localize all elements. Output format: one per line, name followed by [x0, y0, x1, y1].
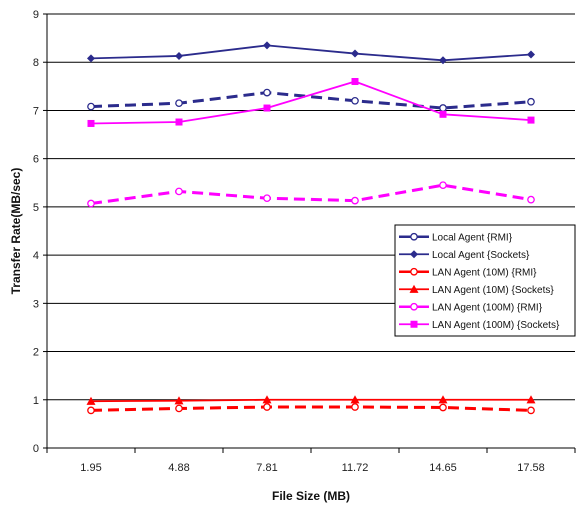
legend-entry: LAN Agent (100M) {RMI} [399, 302, 543, 313]
data-point [527, 195, 535, 204]
y-tick-label: 4 [33, 250, 39, 262]
series-5 [87, 78, 535, 127]
legend-label: LAN Agent (10M) {Sockets} [432, 285, 554, 296]
data-point [87, 119, 95, 127]
x-tick-label: 17.58 [517, 462, 545, 474]
data-point [527, 50, 535, 59]
y-axis-title: Transfer Rate(MB/sec) [9, 168, 23, 295]
y-tick-label: 7 [33, 105, 39, 117]
legend-entry: LAN Agent (10M) {Sockets} [399, 284, 554, 296]
legend-swatch-marker [410, 267, 418, 276]
legend-swatch-marker [410, 232, 418, 241]
legend-swatch-marker [409, 284, 419, 293]
legend-label: LAN Agent (10M) {RMI} [432, 267, 537, 278]
series-3 [86, 395, 536, 405]
data-point [87, 199, 95, 208]
data-point [174, 396, 184, 405]
data-point [351, 96, 359, 105]
data-point [263, 41, 271, 50]
y-tick-label: 8 [33, 57, 39, 69]
legend-label: LAN Agent (100M) {Sockets} [432, 320, 560, 331]
data-point [175, 51, 183, 60]
data-point [175, 404, 183, 413]
data-point [439, 403, 447, 412]
series-line [90, 405, 532, 412]
legend-swatch-marker [410, 320, 418, 328]
legend-label: Local Agent {RMI} [432, 232, 513, 243]
axes: 0 1 2 3 4 5 6 7 8 9 1.95 4.88 7.81 11.72 14.65 17.58 [33, 9, 576, 474]
x-tick-label: 14.65 [429, 462, 457, 474]
series-line [90, 80, 532, 125]
data-point [263, 104, 271, 112]
series-line [90, 44, 532, 62]
data-point [87, 54, 95, 63]
x-axis-title: File Size (MB) [272, 489, 350, 503]
x-tick-label: 7.81 [256, 462, 277, 474]
legend-swatch-marker [410, 250, 418, 259]
y-tick-label: 1 [33, 395, 39, 407]
data-point [439, 56, 447, 65]
data-point [263, 88, 271, 97]
legend-label: LAN Agent (100M) {RMI} [432, 302, 543, 313]
legend-label: Local Agent {Sockets} [432, 250, 530, 261]
series-2 [87, 403, 535, 415]
data-point [86, 396, 96, 405]
data-point [262, 395, 272, 404]
data-point [439, 181, 447, 190]
legend: Local Agent {RMI} Local Agent {Sockets} LA… [394, 224, 576, 337]
legend-swatch-marker [410, 302, 418, 311]
legend-entry: Local Agent {Sockets} [399, 250, 530, 261]
data-point [175, 99, 183, 108]
data-point [527, 97, 535, 106]
data-point [87, 406, 95, 415]
data-point [87, 102, 95, 111]
y-tick-label: 6 [33, 154, 39, 166]
data-point [175, 118, 183, 126]
legend-entry: Local Agent {RMI} [399, 232, 513, 243]
y-tick-label: 9 [33, 9, 39, 21]
grid [47, 13, 575, 401]
series-line [90, 398, 531, 403]
data-point [438, 395, 448, 404]
legend-entry: LAN Agent (100M) {Sockets} [399, 320, 560, 331]
series-4 [87, 181, 535, 208]
data-point [526, 395, 536, 404]
data-point [350, 395, 360, 404]
series-line [90, 91, 532, 110]
data-point [263, 403, 271, 411]
series [86, 41, 536, 415]
series-0 [87, 88, 535, 112]
x-tick-label: 4.88 [168, 462, 189, 474]
data-point [439, 104, 447, 112]
data-point [263, 194, 271, 203]
x-tick-label: 1.95 [80, 462, 101, 474]
data-point [527, 406, 535, 415]
data-point [351, 49, 359, 58]
y-tick-label: 5 [33, 202, 39, 214]
x-tick-label: 11.72 [342, 462, 369, 474]
data-point [439, 110, 447, 118]
legend-box [394, 224, 576, 337]
y-tick-label: 3 [33, 298, 39, 310]
y-tick-label: 2 [33, 347, 39, 359]
series-line [90, 183, 532, 205]
y-tick-label: 0 [33, 443, 39, 455]
data-point [351, 196, 359, 205]
series-1 [87, 41, 535, 65]
data-point [175, 187, 183, 196]
data-point [351, 403, 359, 411]
legend-entry: LAN Agent (10M) {RMI} [399, 267, 537, 278]
data-point [527, 116, 535, 124]
data-point [351, 78, 359, 86]
